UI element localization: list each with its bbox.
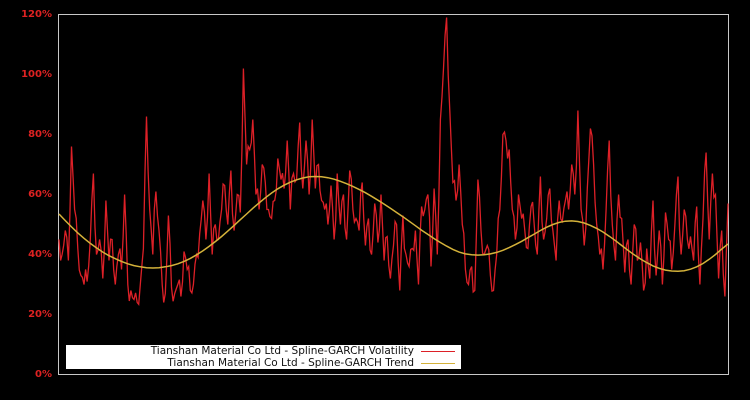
y-tick-label: 100% — [21, 69, 52, 80]
legend-label: Tianshan Material Co Ltd - Spline-GARCH … — [167, 357, 414, 369]
legend-label: Tianshan Material Co Ltd - Spline-GARCH … — [150, 345, 414, 357]
y-tick-label: 0% — [35, 369, 52, 380]
y-tick-label: 20% — [28, 309, 52, 320]
legend-swatch-icon — [421, 362, 455, 364]
plot-frame — [58, 14, 729, 375]
y-tick-label: 40% — [28, 249, 52, 260]
y-tick-label: 120% — [21, 9, 52, 20]
y-tick-label: 60% — [28, 189, 52, 200]
legend-swatch-icon — [421, 350, 455, 352]
y-tick-label: 80% — [28, 129, 52, 140]
legend-item-trend: Tianshan Material Co Ltd - Spline-GARCH … — [167, 357, 461, 369]
trend-series-line — [58, 175, 729, 273]
legend-item-volatility: Tianshan Material Co Ltd - Spline-GARCH … — [151, 345, 461, 357]
volatility-series-line — [58, 17, 729, 306]
chart-legend: Tianshan Material Co Ltd - Spline-GARCH … — [66, 345, 461, 369]
